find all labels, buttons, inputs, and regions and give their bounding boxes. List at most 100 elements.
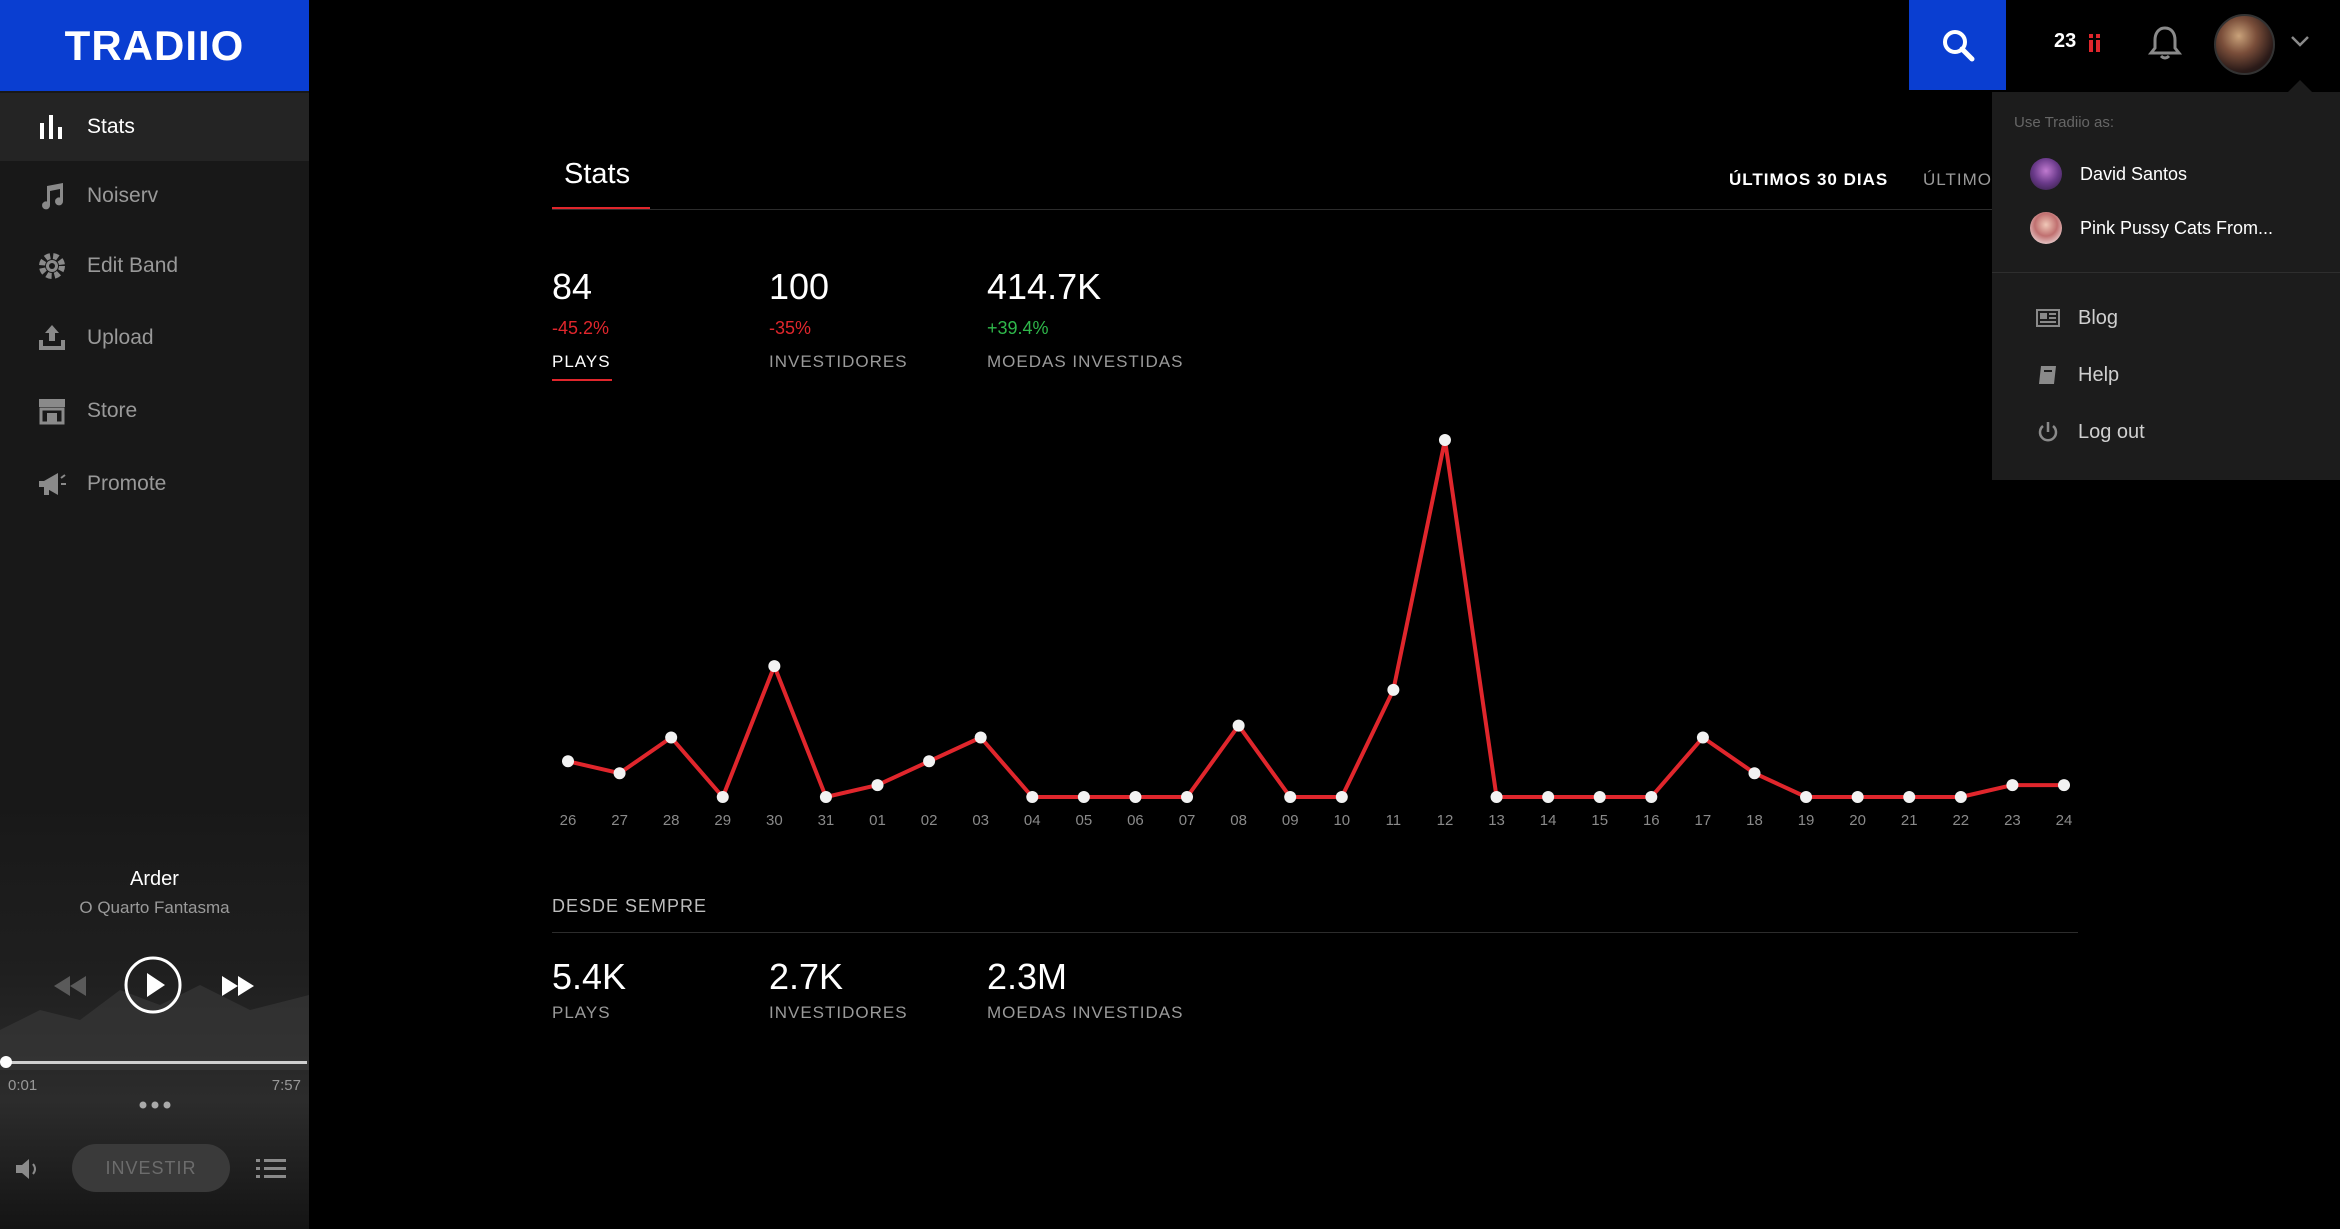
- x-tick-label: 22: [1952, 812, 1969, 829]
- chart-point[interactable]: [1542, 791, 1555, 803]
- progress-track[interactable]: [4, 1061, 307, 1064]
- sidebar-item-promote[interactable]: Promote: [0, 450, 309, 518]
- track-artist[interactable]: O Quarto Fantasma: [79, 898, 230, 917]
- chart-point[interactable]: [923, 755, 936, 768]
- chart-point[interactable]: [613, 767, 626, 780]
- search-button[interactable]: [1909, 0, 2006, 90]
- sidebar-item-label: Stats: [87, 115, 135, 138]
- tradiio-coin-icon: [2089, 34, 2100, 52]
- chart-point[interactable]: [1696, 731, 1709, 744]
- tab-stats[interactable]: Stats: [564, 158, 631, 190]
- chart-point[interactable]: [1129, 791, 1142, 803]
- stat-coins-value: 414.7K: [987, 266, 1102, 307]
- menu-item-label: Blog: [2078, 306, 2119, 329]
- chart-point[interactable]: [1490, 791, 1503, 803]
- rewind-icon[interactable]: [52, 974, 88, 998]
- chart-point[interactable]: [1645, 791, 1658, 803]
- chart-point[interactable]: [1284, 791, 1297, 803]
- store-icon: [39, 399, 65, 425]
- account-avatar: [2030, 212, 2062, 244]
- use-as-label: Use Tradiio as:: [2014, 114, 2115, 131]
- x-tick-label: 13: [1488, 812, 1505, 829]
- chart-point[interactable]: [1903, 791, 1916, 803]
- book-icon: [2039, 366, 2056, 384]
- x-tick-label: 03: [972, 812, 989, 829]
- coin-count: 23: [2054, 30, 2077, 52]
- chart-point[interactable]: [871, 779, 884, 792]
- stat-investors-label[interactable]: INVESTIDORES: [769, 352, 908, 371]
- chart-point[interactable]: [1748, 767, 1761, 780]
- stat-active-indicator: [552, 379, 612, 381]
- menu-item-blog[interactable]: Blog: [2036, 306, 2118, 330]
- chart-point[interactable]: [1181, 791, 1194, 803]
- chart-point[interactable]: [768, 660, 781, 673]
- fast-forward-icon[interactable]: [220, 974, 256, 998]
- x-tick-label: 05: [1076, 812, 1093, 829]
- chevron-down-icon[interactable]: [2290, 34, 2310, 48]
- account-dropdown: [1992, 92, 2340, 480]
- upload-icon: [39, 325, 65, 350]
- alltime-investors-label: INVESTIDORES: [769, 1003, 908, 1022]
- stat-coins-label[interactable]: MOEDAS INVESTIDAS: [987, 352, 1184, 371]
- chart-point[interactable]: [1593, 791, 1606, 803]
- time-total: 7:57: [271, 1077, 301, 1094]
- stat-investors-change: -35%: [769, 318, 812, 338]
- account-item-david-santos[interactable]: David Santos: [2030, 154, 2187, 194]
- x-tick-label: 11: [1386, 812, 1402, 829]
- gear-icon: [39, 253, 65, 279]
- time-current: 0:01: [8, 1077, 38, 1094]
- chart-point[interactable]: [1077, 791, 1090, 803]
- chart-point[interactable]: [1335, 791, 1348, 803]
- tab-active-indicator: [552, 207, 650, 209]
- x-tick-label: 10: [1333, 812, 1350, 829]
- range-next-option[interactable]: ÚLTIMOS: [1923, 170, 1991, 189]
- invest-button[interactable]: INVESTIR: [72, 1144, 230, 1192]
- chart-point[interactable]: [1232, 719, 1245, 732]
- sidebar-item-label: Noiserv: [87, 184, 159, 207]
- alltime-plays-value: 5.4K: [552, 956, 627, 997]
- x-tick-label: 14: [1540, 812, 1557, 829]
- sidebar-item-edit-band[interactable]: Edit Band: [0, 232, 309, 300]
- play-button[interactable]: [123, 955, 183, 1015]
- bell-icon[interactable]: [2148, 25, 2182, 61]
- chart-point[interactable]: [1026, 791, 1039, 803]
- chart-point[interactable]: [2058, 779, 2070, 792]
- x-tick-label: 20: [1849, 812, 1866, 829]
- sidebar-item-store[interactable]: Store: [0, 377, 309, 445]
- chart-point[interactable]: [1954, 791, 1967, 803]
- x-tick-label: 09: [1282, 812, 1299, 829]
- progress-handle[interactable]: [0, 1056, 12, 1068]
- x-tick-label: 31: [818, 812, 835, 829]
- stat-plays-label[interactable]: PLAYS: [552, 352, 611, 371]
- chart-point[interactable]: [2006, 779, 2019, 792]
- chart-point[interactable]: [665, 731, 678, 744]
- x-tick-label: 15: [1591, 812, 1608, 829]
- newspaper-icon: [2036, 309, 2060, 327]
- sidebar-item-noiserv[interactable]: Noiserv: [0, 162, 309, 230]
- chart-point[interactable]: [562, 755, 574, 768]
- chart-point[interactable]: [1387, 683, 1400, 696]
- chart-point[interactable]: [1800, 791, 1813, 803]
- sidebar-item-label: Promote: [87, 472, 167, 495]
- more-options-icon[interactable]: [138, 1100, 172, 1110]
- sidebar-item-upload[interactable]: Upload: [0, 304, 309, 372]
- volume-icon[interactable]: [14, 1157, 44, 1181]
- chart-point[interactable]: [1851, 791, 1864, 803]
- playlist-icon[interactable]: [256, 1158, 286, 1180]
- x-tick-label: 26: [560, 812, 577, 829]
- menu-item-help[interactable]: Help: [2036, 363, 2119, 387]
- track-title: Arder: [130, 868, 179, 890]
- avatar[interactable]: [2214, 14, 2275, 75]
- x-tick-label: 16: [1643, 812, 1660, 829]
- tradiio-logo[interactable]: TRADIIO: [0, 0, 309, 91]
- sidebar-item-stats[interactable]: Stats: [0, 93, 309, 161]
- chart-point[interactable]: [716, 791, 729, 803]
- menu-item-log-out[interactable]: Log out: [2036, 420, 2145, 444]
- chart-point[interactable]: [974, 731, 987, 744]
- chart-point[interactable]: [819, 791, 832, 803]
- x-tick-label: 01: [869, 812, 886, 829]
- account-item-pink-pussy-cats[interactable]: Pink Pussy Cats From...: [2030, 208, 2273, 248]
- range-last-30-days[interactable]: ÚLTIMOS 30 DIAS: [1729, 170, 1889, 189]
- stat-plays-change: -45.2%: [552, 318, 610, 338]
- chart-point[interactable]: [1438, 434, 1451, 446]
